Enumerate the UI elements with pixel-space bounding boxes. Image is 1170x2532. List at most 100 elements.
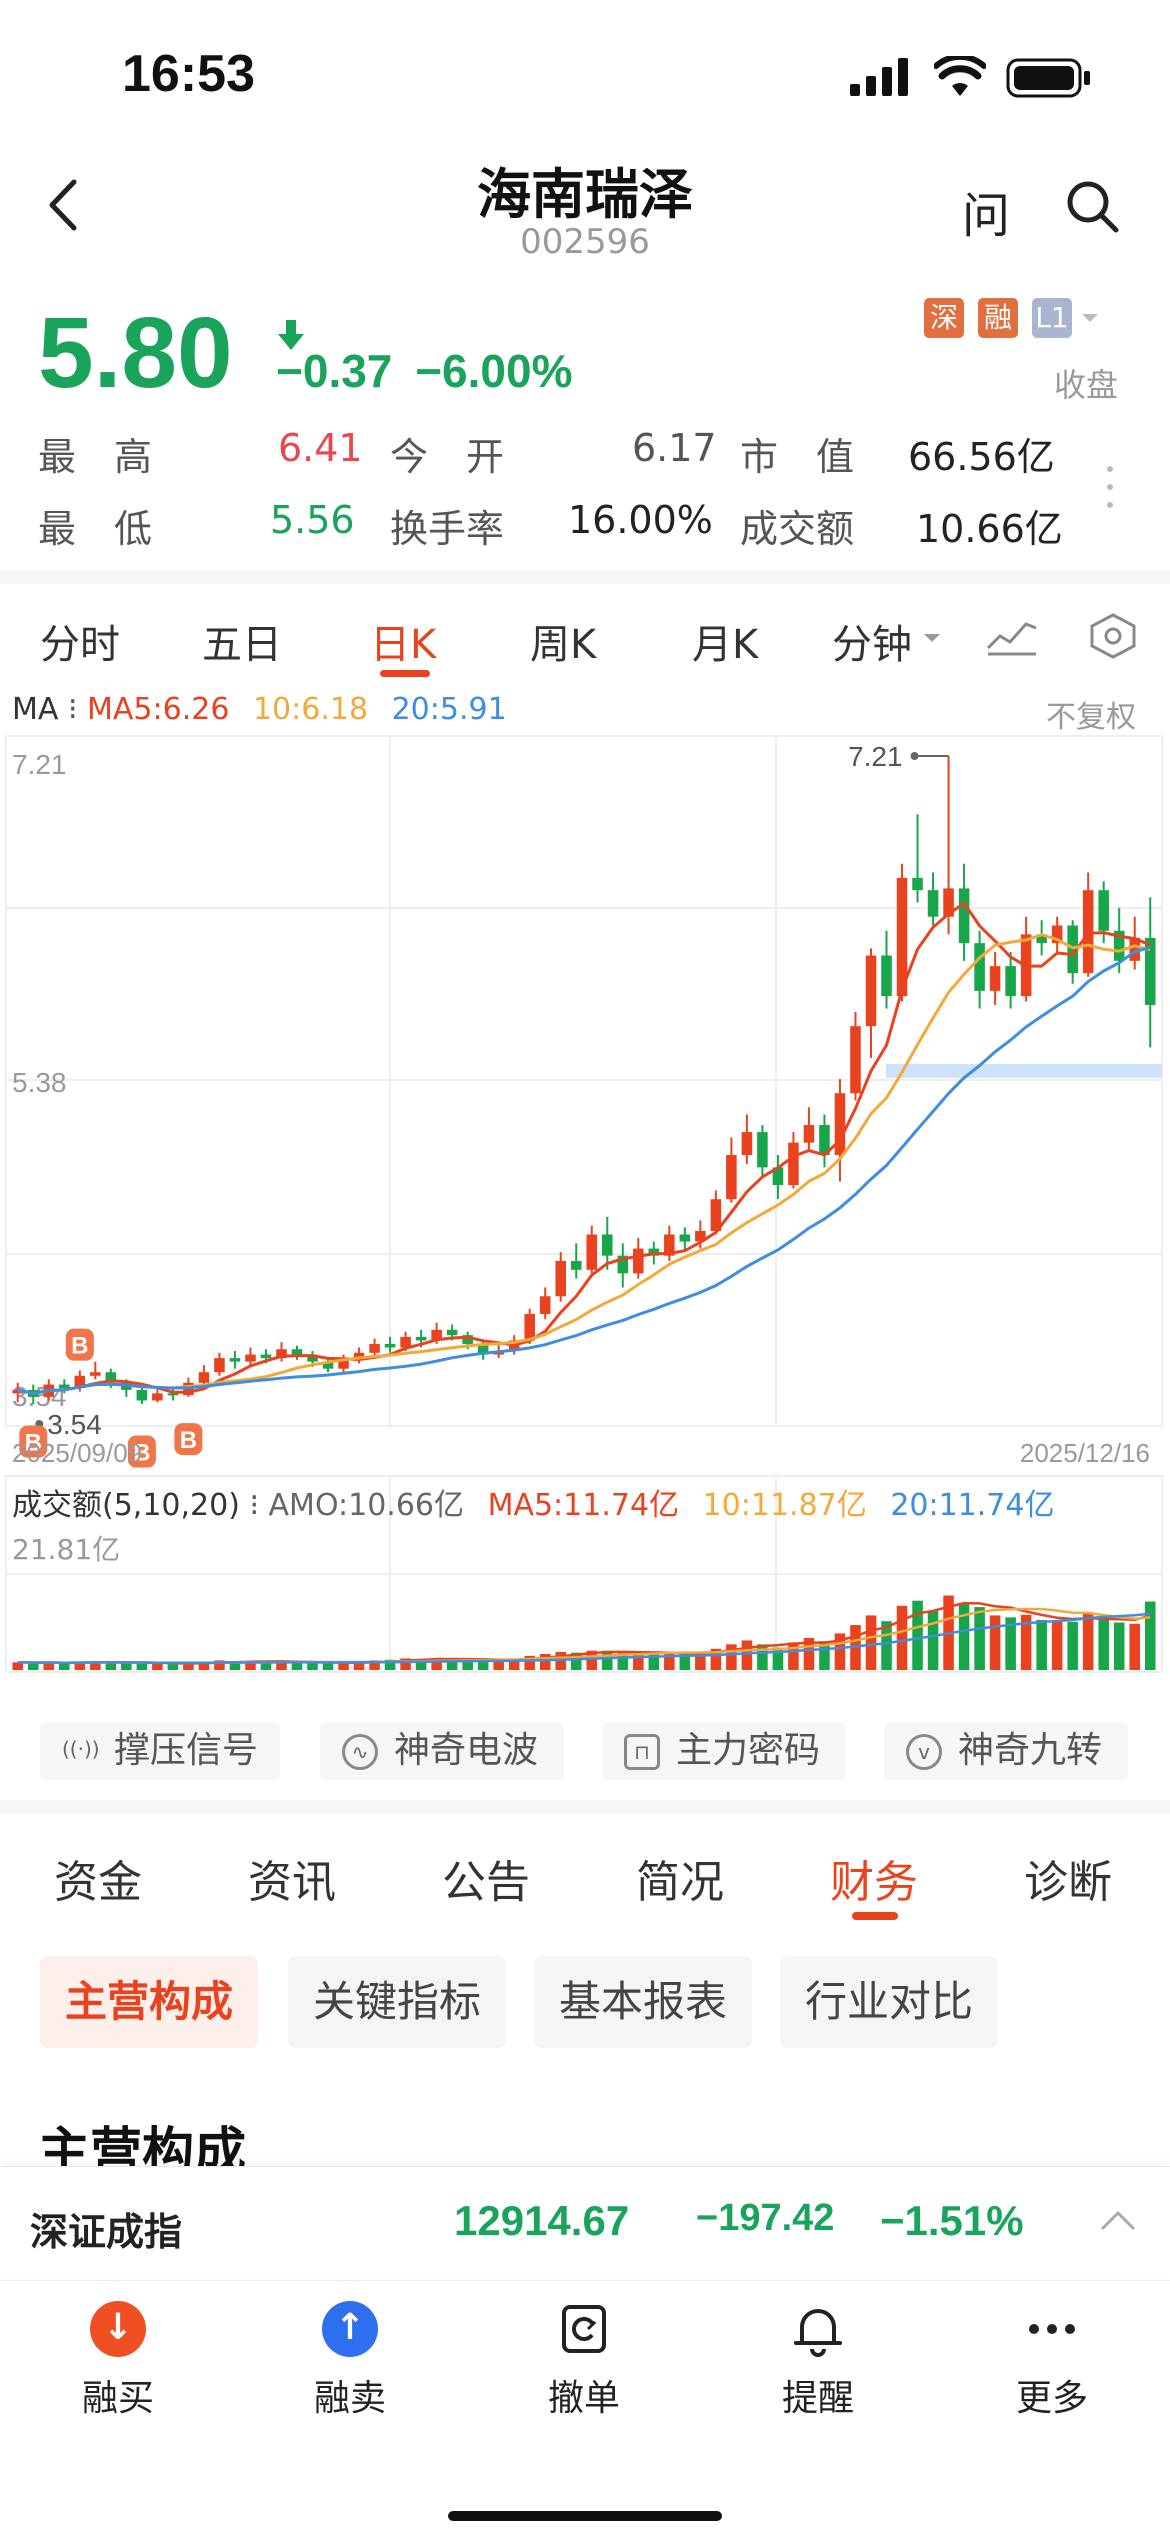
volume-bar [1144,1601,1156,1670]
active-tab-indicator [852,1912,898,1920]
tab-news[interactable]: 资讯 [248,1857,336,1908]
support-zone-band [886,1064,1162,1078]
max-marker-dot [910,752,919,760]
tab-profile[interactable]: 简况 [636,1857,724,1908]
volume-bar [508,1659,520,1670]
volume-bar [121,1662,132,1670]
volume-bar [493,1660,504,1670]
stat-label-open: 今 开 [390,435,505,479]
candle-body [1113,930,1125,961]
candle-body [1129,937,1141,961]
subtab-main-business[interactable]: 主营构成 [40,1956,258,2048]
candle-body [431,1329,442,1341]
nav-alert[interactable]: 提醒 [748,2301,888,2421]
min-price-label: 3.54 [47,1409,102,1440]
candle-body [989,966,1001,991]
more-stats-icon[interactable] [1104,464,1116,510]
level1-badge[interactable]: L1 [1032,298,1072,338]
tab-capital[interactable]: 资金 [54,1857,142,1908]
wave-signal-button[interactable]: ∿ 神奇电波 [320,1722,564,1780]
volume-bar [633,1653,644,1670]
adjust-mode[interactable]: 不复权 [1046,700,1136,735]
volume-bar [136,1663,148,1670]
candle-body [943,888,954,917]
volume-max-label: 21.81亿 [12,1533,121,1566]
settings-hexagon-icon[interactable] [1088,612,1138,660]
buy-signal-label: B [25,1430,42,1457]
active-tab-indicator [380,670,430,677]
candle-body [384,1343,396,1348]
candle-body [834,1093,846,1156]
candle-body [1082,890,1094,974]
volume-ma-group [17,1601,1151,1665]
stock-code: 002596 [520,222,650,262]
tab-weekly-k[interactable]: 周K [530,622,597,668]
volume-bar [369,1660,380,1670]
candle-body [803,1125,815,1143]
volume-bar [431,1657,442,1670]
tab-minute[interactable]: 分钟 [832,622,912,668]
signal-label: 神奇九转 [958,1730,1103,1771]
tab-daily-k[interactable]: 日K [370,622,437,668]
subtab-statements[interactable]: 基本报表 [534,1956,752,2048]
candle-body [415,1336,427,1341]
candle-body [353,1352,365,1360]
nav-more[interactable]: 更多 [982,2301,1122,2421]
volume-bar [757,1644,768,1670]
nine-turn-button[interactable]: v 神奇九转 [884,1722,1128,1780]
candle-body [633,1248,644,1274]
candle-body [136,1389,148,1401]
volume-bar [958,1602,970,1670]
volume-bar [90,1661,101,1670]
nav-cancel-order[interactable]: 撤单 [514,2301,654,2421]
volume-bar [555,1652,567,1670]
candle-body [757,1132,768,1168]
sell-arrow-icon: ↑ [322,2301,378,2357]
candle-body [1098,890,1109,931]
capital-code-button[interactable]: ⊓ 主力密码 [602,1722,846,1780]
tab-announcements[interactable]: 公告 [442,1857,530,1908]
volume-bar [291,1662,303,1670]
chevron-down-icon[interactable] [922,632,942,646]
tab-timeshare[interactable]: 分时 [40,622,120,668]
back-icon[interactable] [46,178,80,232]
chevron-up-icon[interactable] [1098,2209,1138,2233]
index-name: 深证成指 [30,2210,183,2254]
nav-margin-sell[interactable]: ↑ 融卖 [280,2301,420,2421]
volume-bar [865,1615,877,1670]
subtab-industry-compare[interactable]: 行业对比 [780,1956,998,2048]
volume-bar [1113,1622,1125,1670]
chevron-down-icon[interactable] [1080,312,1100,326]
kline-chart-area[interactable]: MA ⁝ MA5:6.26 10:6.18 20:5.91 不复权 7.21 5… [0,680,1170,1740]
volume-ma20: 20:11.74亿 [890,1488,1055,1523]
ask-button[interactable]: 问 [962,188,1011,244]
volume-bar [74,1661,86,1670]
indicator-line-icon[interactable] [986,614,1038,658]
market-state: 收盘 [1054,366,1119,404]
candle-body [539,1296,551,1314]
index-ticker-bar[interactable]: 深证成指 12914.67 −197.42 −1.51% [0,2166,1170,2276]
candle-body [524,1313,535,1341]
index-change: −197.42 [696,2197,835,2239]
volume-bar [43,1662,55,1670]
candle-body [1005,966,1016,997]
tab-finance[interactable]: 财务 [830,1857,918,1908]
shenzhen-badge: 深 [924,298,964,338]
volume-bar [741,1640,753,1670]
price-change: −0.37 −6.00% [276,344,572,398]
tab-monthly-k[interactable]: 月K [692,622,759,668]
nav-margin-buy[interactable]: ↓ 融买 [48,2301,188,2421]
y-tick-bottom: 3.54 [12,1381,67,1412]
search-icon[interactable] [1064,178,1120,234]
candle-body [59,1384,70,1389]
support-signal-button[interactable]: ((·)) 撑压信号 [40,1722,280,1780]
tab-five-day[interactable]: 五日 [202,622,282,668]
buy-signal-marker [174,1423,203,1456]
subtab-key-indicators[interactable]: 关键指标 [288,1956,506,2048]
volume-bar [1005,1617,1016,1670]
volume-amo: AMO:10.66亿 [268,1488,465,1523]
tab-diagnosis[interactable]: 诊断 [1024,1857,1112,1908]
broadcast-icon: ((·)) [62,1737,100,1761]
candle-body [1067,925,1078,974]
